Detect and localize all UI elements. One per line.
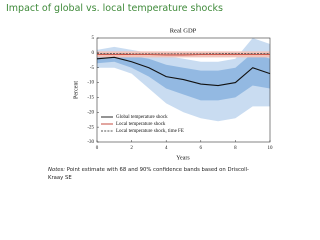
- x-tick-label: 4: [165, 146, 168, 151]
- legend-label: Local temperature shock: [116, 122, 166, 127]
- series-line: [96, 56, 271, 87]
- x-axis-label: Years: [176, 155, 190, 161]
- notes: Notes: Point estimate with 68 and 90% co…: [48, 167, 258, 182]
- x-tick-label: 8: [234, 146, 237, 151]
- confidence-band: [97, 51, 270, 58]
- y-tick-label: 5: [92, 36, 95, 41]
- legend-label: Global temperature shock: [116, 115, 168, 120]
- y-tick-label: -20: [87, 110, 94, 115]
- x-tick-label: 6: [200, 146, 203, 151]
- slide: Impact of global vs. local temperature s…: [6, 3, 274, 182]
- plot-frame: [96, 37, 271, 143]
- chart: Real GDP Percent Years 5 0 -5 -10 -15 -20 -25 -…: [73, 27, 274, 161]
- y-tick-label: -25: [87, 125, 94, 130]
- notes-text: Point estimate with 68 and 90% confidenc…: [48, 167, 249, 181]
- series-line: [97, 53, 270, 56]
- legend-label: Local temperature shock, time FE: [116, 129, 184, 134]
- y-axis-label: Percent: [73, 81, 79, 99]
- y-tick-label: -30: [87, 140, 94, 145]
- y-tick-label: -5: [90, 66, 95, 71]
- notes-label: Notes:: [48, 167, 66, 173]
- x-tick-label: 10: [268, 146, 274, 151]
- y-tick-label: -10: [87, 81, 94, 86]
- y-tick-label: -15: [87, 96, 94, 101]
- chart-title: Real GDP: [170, 27, 197, 34]
- x-tick-label: 2: [130, 146, 133, 151]
- slide-title: Impact of global vs. local temperature s…: [6, 3, 224, 14]
- y-tick-label: 0: [92, 51, 95, 56]
- x-tick-label: 0: [96, 146, 99, 151]
